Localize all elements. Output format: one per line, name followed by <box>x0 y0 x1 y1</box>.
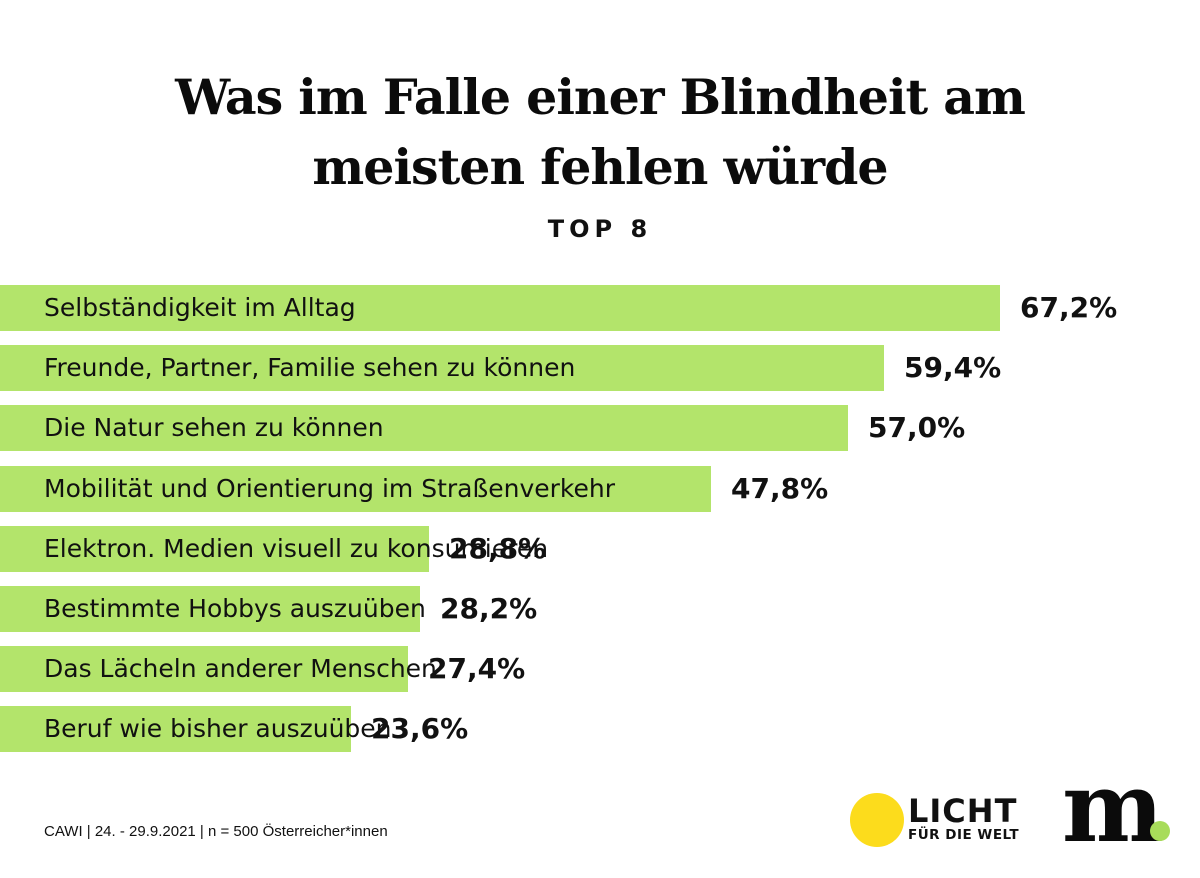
bar-label-7: Das Lächeln anderer Menschen <box>44 654 437 683</box>
bar-3 <box>0 405 848 451</box>
bar-value-8: 23,6% <box>371 712 469 745</box>
bar-value-7: 27,4% <box>428 652 526 685</box>
bar-value-5: 28,8% <box>449 532 547 565</box>
licht-fuer-die-welt-logo: LICHT FÜR DIE WELT <box>850 793 1040 849</box>
sun-icon <box>850 793 904 847</box>
bar-1 <box>0 285 1000 331</box>
bar-value-4: 47,8% <box>731 472 829 505</box>
licht-logo-word: LICHT <box>908 792 1018 830</box>
bar-label-2: Freunde, Partner, Familie sehen zu könne… <box>44 353 576 382</box>
licht-logo-subline: FÜR DIE WELT <box>908 827 1020 843</box>
m-logo-dot <box>1150 821 1170 841</box>
bar-label-8: Beruf wie bisher auszuüben <box>44 714 392 743</box>
bar-value-3: 57,0% <box>868 411 966 444</box>
bar-2 <box>0 345 884 391</box>
chart-title-line-1: Was im Falle einer Blindheit am <box>175 68 1026 126</box>
bar-label-1: Selbständigkeit im Alltag <box>44 293 356 322</box>
m-logo: m <box>1062 751 1164 864</box>
bar-label-3: Die Natur sehen zu können <box>44 413 384 442</box>
bar-label-5: Elektron. Medien visuell zu konsumieren <box>44 534 549 563</box>
chart-title-line-2: meisten fehlen würde <box>312 138 888 196</box>
survey-footnote: CAWI | 24. - 29.9.2021 | n = 500 Österre… <box>44 823 388 840</box>
bar-6 <box>0 586 420 632</box>
bar-5 <box>0 526 429 572</box>
bar-value-1: 67,2% <box>1020 291 1118 324</box>
chart-subtitle: TOP 8 <box>547 215 653 243</box>
bar-4 <box>0 466 711 512</box>
bar-8 <box>0 706 351 752</box>
bar-label-4: Mobilität und Orientierung im Straßenver… <box>44 474 616 503</box>
bar-value-2: 59,4% <box>904 351 1002 384</box>
bar-value-6: 28,2% <box>440 592 538 625</box>
chart-title: Was im Falle einer Blindheit am meisten … <box>0 62 1200 202</box>
bar-7 <box>0 646 408 692</box>
bar-chart: Selbständigkeit im Alltag 67,2% Freunde, P… <box>0 285 1200 765</box>
bar-label-6: Bestimmte Hobbys auszuüben <box>44 594 426 623</box>
